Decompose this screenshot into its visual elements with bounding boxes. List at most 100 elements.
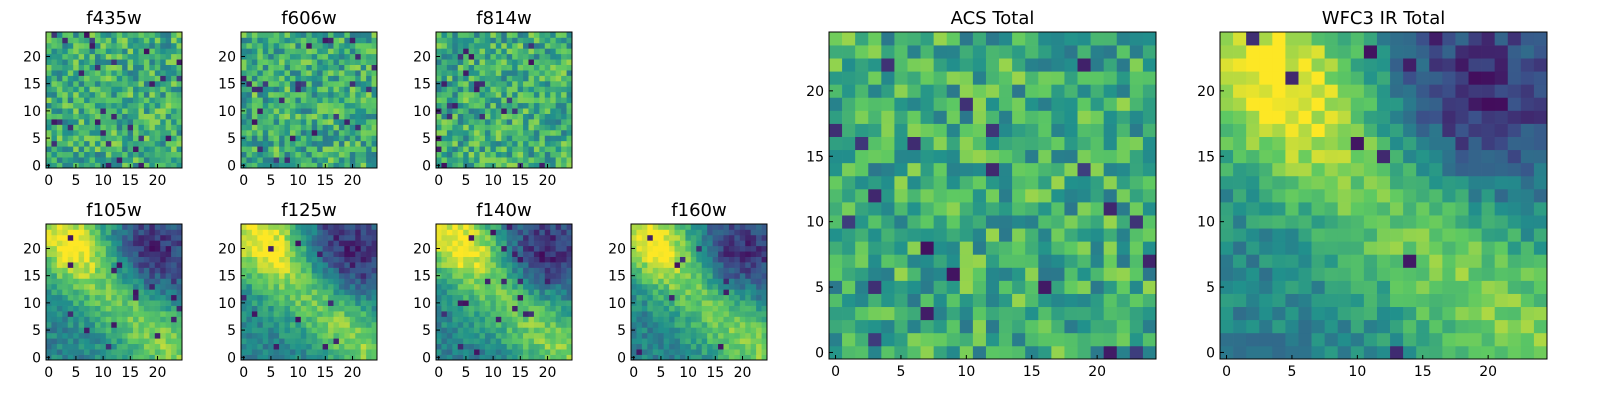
heatmap-cell bbox=[56, 256, 63, 263]
heatmap-cell bbox=[306, 349, 313, 355]
heatmap-cell bbox=[959, 175, 974, 190]
heatmap-cell bbox=[1012, 332, 1026, 347]
heatmap-cell bbox=[457, 135, 464, 142]
heatmap-cell bbox=[73, 32, 79, 38]
heatmap-cell bbox=[241, 321, 247, 328]
heatmap-cell bbox=[479, 97, 486, 104]
heatmap-cell bbox=[241, 124, 247, 131]
heatmap-cell bbox=[105, 267, 112, 274]
heatmap-cell bbox=[1025, 136, 1039, 151]
heatmap-cell bbox=[56, 42, 63, 49]
heatmap-cell bbox=[295, 80, 302, 87]
heatmap-cell bbox=[154, 119, 161, 125]
heatmap-cell bbox=[176, 75, 183, 82]
heatmap-cell bbox=[985, 175, 1000, 190]
heatmap-cell bbox=[1051, 345, 1065, 360]
heatmap-cell bbox=[165, 97, 172, 104]
heatmap-cell bbox=[544, 113, 551, 120]
heatmap-cell bbox=[51, 48, 58, 55]
heatmap-cell bbox=[273, 272, 280, 279]
heatmap-cell bbox=[457, 157, 464, 163]
heatmap-cell bbox=[349, 349, 356, 355]
heatmap-cell bbox=[674, 289, 681, 296]
heatmap-cell bbox=[176, 124, 183, 131]
heatmap-cell bbox=[479, 37, 486, 44]
heatmap-cell bbox=[78, 224, 85, 230]
heatmap-cell bbox=[89, 102, 96, 109]
heatmap-cell bbox=[111, 332, 118, 339]
heatmap-cell bbox=[241, 289, 247, 296]
heatmap-cell bbox=[56, 124, 63, 131]
heatmap-cell bbox=[1129, 241, 1144, 255]
heatmap-cell bbox=[712, 283, 719, 290]
heatmap-cell bbox=[111, 75, 118, 82]
heatmap-cell bbox=[829, 228, 843, 242]
heatmap-cell bbox=[317, 162, 323, 169]
heatmap-cell bbox=[723, 262, 730, 268]
heatmap-cell bbox=[355, 37, 362, 44]
heatmap-cell bbox=[495, 42, 502, 49]
heatmap-cell bbox=[333, 267, 340, 274]
heatmap-cell bbox=[105, 129, 112, 136]
heatmap-cell bbox=[360, 64, 367, 71]
heatmap-cell bbox=[674, 321, 681, 328]
heatmap-cell bbox=[463, 97, 469, 104]
heatmap-cell bbox=[62, 97, 69, 104]
heatmap-cell bbox=[441, 119, 448, 125]
heatmap-cell bbox=[544, 70, 551, 76]
heatmap-cell bbox=[73, 256, 79, 263]
heatmap-cell bbox=[344, 37, 351, 44]
heatmap-cell bbox=[257, 80, 264, 87]
heatmap-cell bbox=[338, 157, 345, 163]
heatmap-cell bbox=[920, 136, 934, 151]
x-tick-label: 20 bbox=[734, 365, 752, 381]
heatmap-cell bbox=[457, 316, 464, 323]
heatmap-cell bbox=[539, 75, 546, 82]
heatmap-cell bbox=[149, 124, 156, 131]
heatmap-cell bbox=[555, 224, 562, 230]
heatmap-cell bbox=[366, 157, 372, 163]
heatmap-cell bbox=[289, 86, 296, 93]
heatmap-cell bbox=[679, 294, 686, 301]
heatmap-cell bbox=[371, 256, 378, 263]
heatmap-cell bbox=[257, 86, 264, 93]
heatmap-cell bbox=[452, 108, 459, 114]
heatmap-cell bbox=[506, 91, 513, 98]
heatmap-cell bbox=[707, 278, 713, 285]
heatmap-cell bbox=[539, 316, 546, 323]
heatmap-cell bbox=[718, 311, 724, 317]
heatmap-cell bbox=[300, 300, 307, 306]
heatmap-cell bbox=[1116, 228, 1131, 242]
heatmap-cell bbox=[306, 294, 313, 301]
heatmap-cell bbox=[355, 108, 362, 114]
heatmap-cell bbox=[474, 32, 480, 38]
heatmap-cell bbox=[490, 129, 497, 136]
heatmap-cell bbox=[550, 289, 557, 296]
heatmap-cell bbox=[51, 289, 58, 296]
heatmap-cell bbox=[1116, 175, 1131, 190]
heatmap-cell bbox=[94, 272, 101, 279]
heatmap-cell bbox=[533, 102, 540, 109]
heatmap-cell bbox=[51, 229, 58, 236]
heatmap-cell bbox=[723, 327, 730, 334]
heatmap-cell bbox=[523, 140, 529, 147]
heatmap-cell bbox=[566, 234, 573, 241]
heatmap-cell bbox=[707, 321, 713, 328]
y-tick-label: 5 bbox=[32, 131, 41, 147]
heatmap-cell bbox=[566, 42, 573, 49]
heatmap-cell bbox=[463, 245, 469, 252]
heatmap-cell bbox=[550, 162, 557, 169]
heatmap-cell bbox=[707, 251, 713, 257]
heatmap-cell bbox=[468, 327, 475, 334]
heatmap-cell bbox=[641, 294, 648, 301]
heatmap-cell bbox=[371, 91, 378, 98]
heatmap-cell bbox=[1129, 267, 1144, 281]
heatmap-cell bbox=[300, 162, 307, 169]
heatmap-cell bbox=[300, 332, 307, 339]
heatmap-cell bbox=[566, 229, 573, 236]
heatmap-cell bbox=[946, 267, 961, 281]
heatmap-cell bbox=[133, 151, 139, 158]
heatmap-cell bbox=[67, 251, 74, 257]
heatmap-cell bbox=[171, 294, 177, 301]
